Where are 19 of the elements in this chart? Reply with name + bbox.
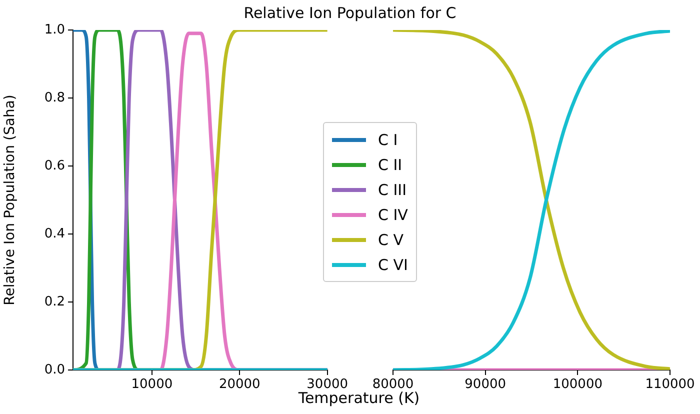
y-tick-label: 1.0 (44, 22, 65, 38)
legend-label: C I (378, 130, 398, 148)
legend-label: C V (378, 230, 404, 248)
legend-label: C III (378, 180, 407, 198)
legend-label: C IV (378, 206, 408, 224)
y-tick-label: 0.2 (44, 294, 65, 310)
x-tick-label: 110000 (645, 377, 695, 392)
y-tick-label: 0.8 (44, 90, 65, 106)
chart-title: Relative Ion Population for C (242, 4, 458, 22)
legend-label: C II (378, 156, 402, 174)
x-tick-label: 100000 (552, 377, 602, 392)
y-axis-title: Relative Ion Population (Saha) (2, 94, 18, 306)
x-tick-label: 10000 (131, 377, 173, 392)
x-tick-label: 90000 (464, 377, 506, 392)
legend-label: C VI (378, 256, 408, 274)
y-tick-label: 0.6 (44, 158, 65, 174)
x-tick-label: 20000 (218, 377, 260, 392)
y-tick-label: 0.0 (44, 362, 65, 378)
y-tick-label: 0.4 (44, 226, 65, 242)
